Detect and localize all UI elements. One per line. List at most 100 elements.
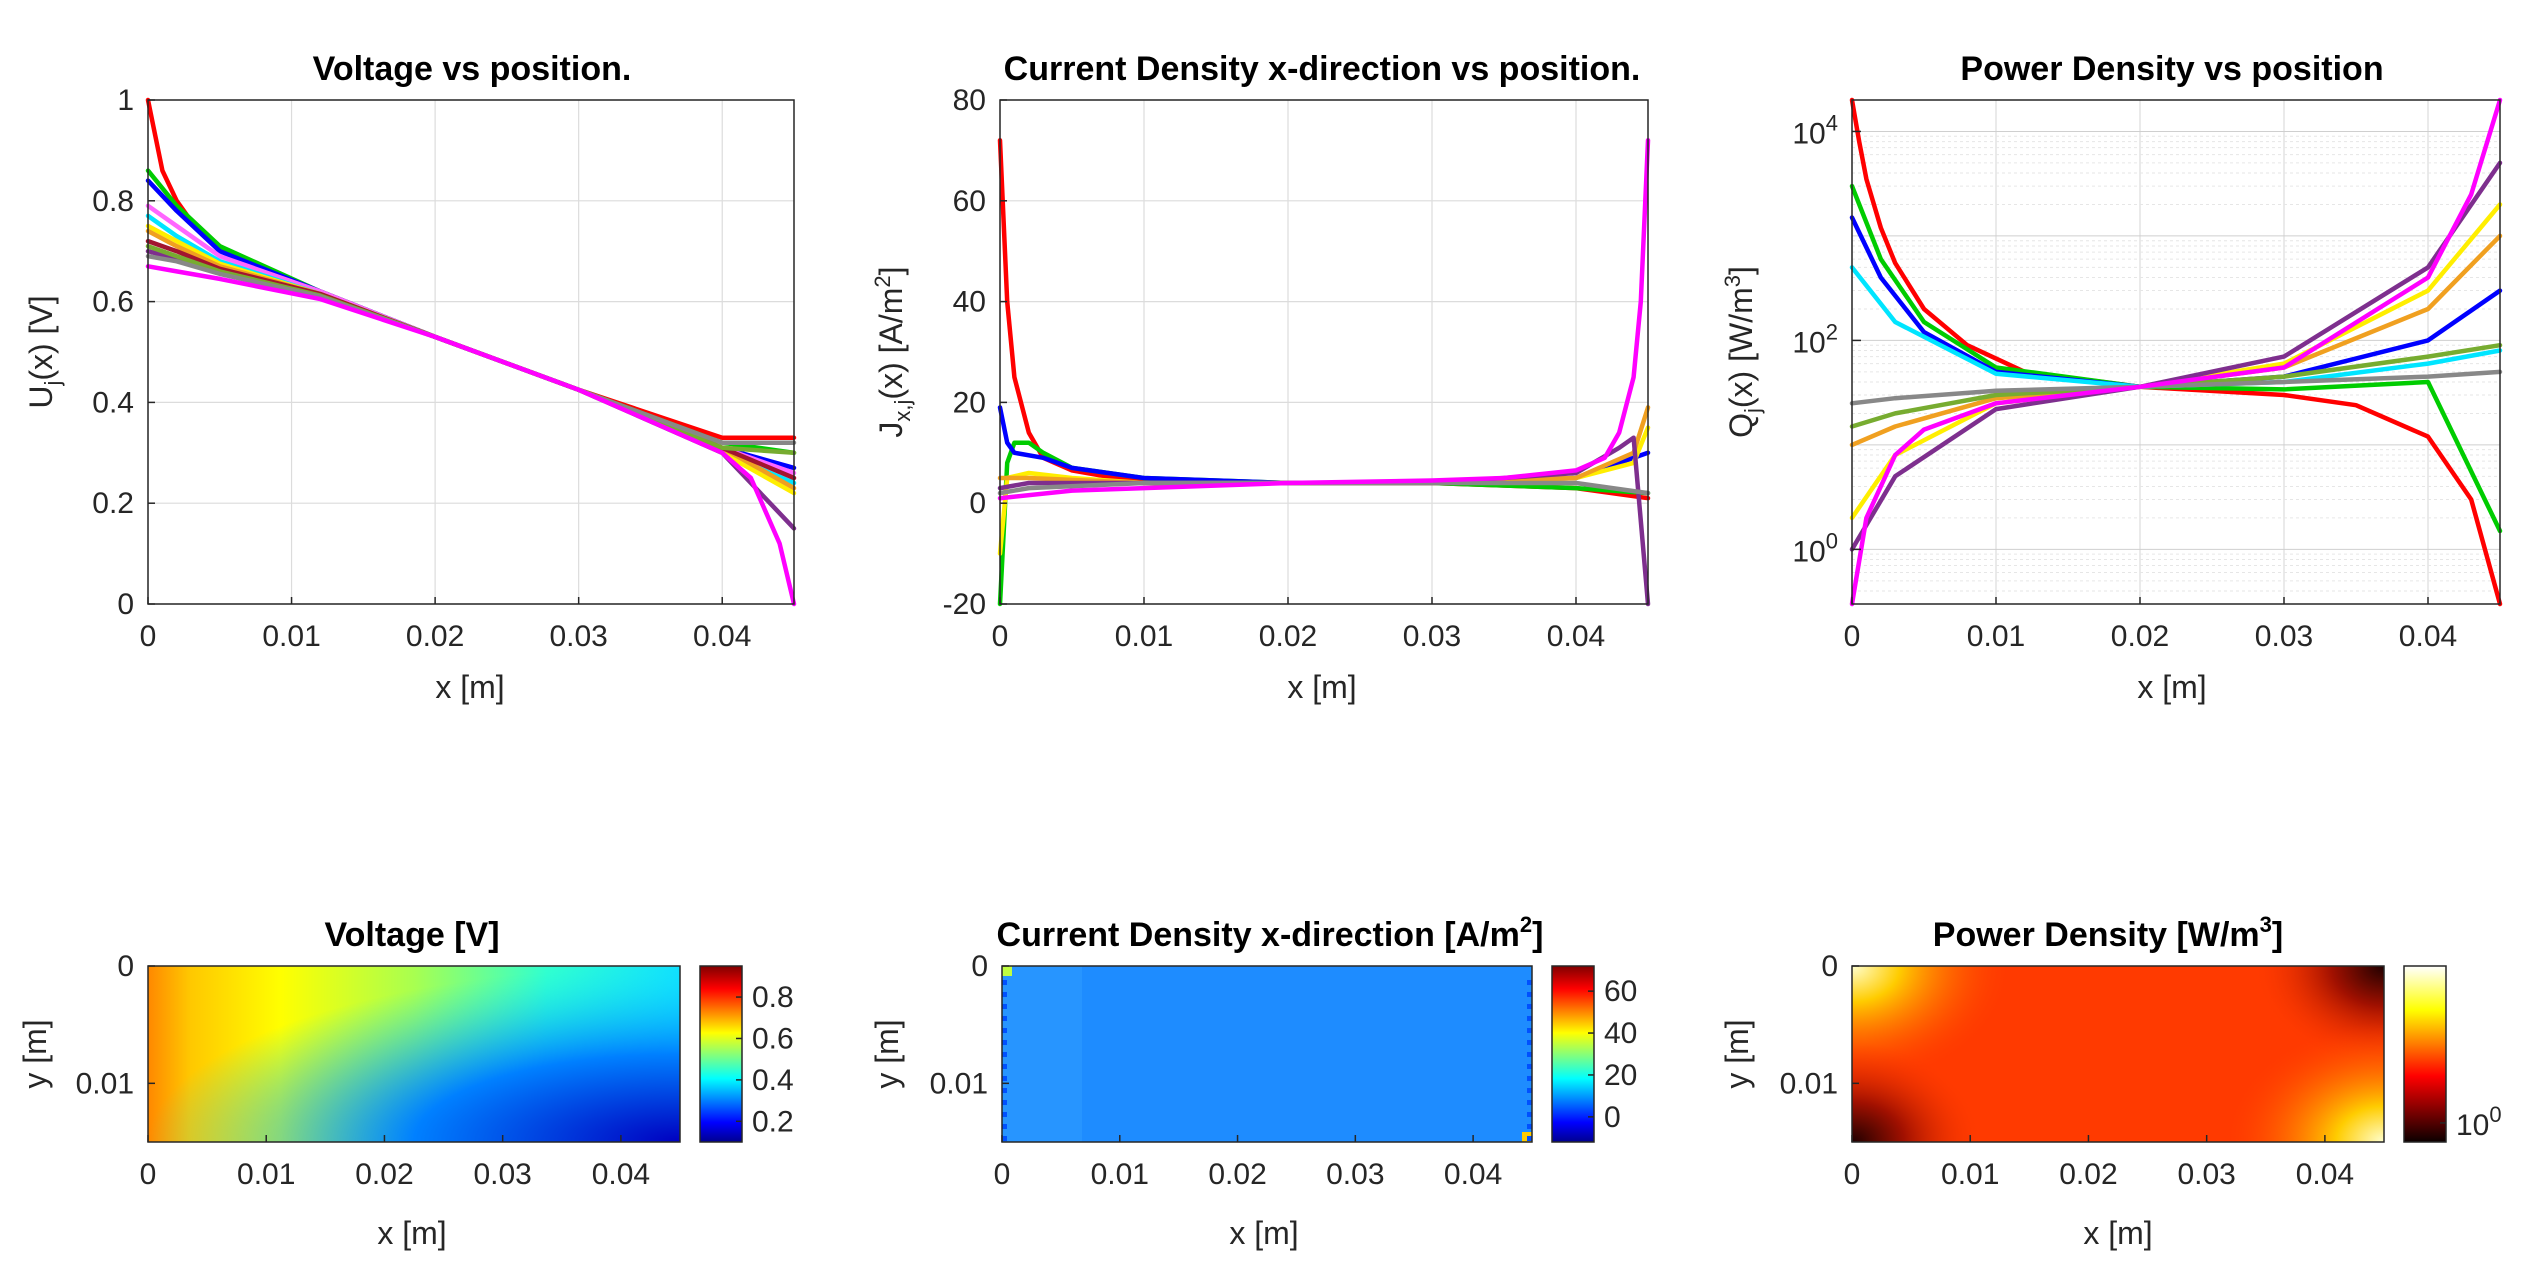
current-map-ylabel: y [m] <box>869 1019 905 1088</box>
y-tick-label: 0.2 <box>92 487 134 520</box>
x-tick-label: 0.02 <box>2059 1158 2117 1191</box>
series-line <box>997 435 1651 607</box>
edge-mark <box>1002 1052 1007 1057</box>
power-line-ticks: 0 0.01 0.02 0.03 0.04 100 102 104 <box>1792 110 2457 653</box>
y-tick-label: 0.01 <box>1780 1067 1838 1100</box>
edge-mark <box>1527 1100 1532 1105</box>
power-line-panel: Power Density vs position 0 0.01 0.02 0.03 0… <box>1720 50 2503 705</box>
voltage-line-ylabel: Uj(x) [V] <box>23 295 65 408</box>
x-tick-label: 0.01 <box>1967 620 2025 653</box>
series-line <box>145 248 797 531</box>
x-tick-label: 0.02 <box>1259 620 1317 653</box>
edge-mark <box>1002 1004 1007 1009</box>
x-tick-label: 0.03 <box>549 620 607 653</box>
x-tick-label: 0.03 <box>1326 1158 1384 1191</box>
colorbar-tick-label: 0.6 <box>752 1022 794 1055</box>
voltage-line-ticks: 0 0.01 0.02 0.03 0.04 0 0.2 0.4 0.6 0.8 1 <box>92 84 751 653</box>
x-tick-label: 0 <box>994 1158 1011 1191</box>
current-map-panel: Current Density x-direction [A/m2] 0 0.01… <box>869 912 1637 1251</box>
power-map-corner-bl <box>1852 1042 1982 1142</box>
y-tick-label: 20 <box>953 386 986 419</box>
power-map-title: Power Density [W/m3] <box>1933 912 2283 954</box>
series-line <box>1849 369 2503 406</box>
edge-mark <box>1527 1136 1532 1141</box>
series-line <box>145 178 797 471</box>
colorbar-tick-label: 40 <box>1604 1017 1637 1050</box>
power-line-series <box>1849 97 2503 607</box>
colorbar-tick-label: 0.2 <box>752 1105 794 1138</box>
colorbar-tick-label: 0.4 <box>752 1064 794 1097</box>
edge-mark <box>1002 980 1007 985</box>
voltage-map-title: Voltage [V] <box>324 916 499 954</box>
edge-mark <box>1527 1028 1532 1033</box>
power-map-xlabel: x [m] <box>2083 1215 2152 1251</box>
x-tick-label: 0.03 <box>2255 620 2313 653</box>
edge-mark <box>1527 1124 1532 1129</box>
current-map-image <box>1002 966 1532 1142</box>
current-map-edge-marks <box>1002 980 1532 1141</box>
power-map-panel: Power Density [W/m3] 0 0.01 0.02 0.03 0.0400… <box>1719 912 2502 1251</box>
edge-mark <box>1527 1004 1532 1009</box>
colorbar-tick-label: 100 <box>2456 1102 2502 1142</box>
voltage-line-panel: Voltage vs position. 0 0.01 0.02 0.03 0.0400… <box>23 50 797 705</box>
y-tick-label: 80 <box>953 84 986 117</box>
current-line-panel: Current Density x-direction vs position.… <box>870 50 1651 705</box>
power-map-ylabel: y [m] <box>1719 1019 1755 1088</box>
x-tick-label: 0.04 <box>2296 1158 2354 1191</box>
voltage-map-ylabel: y [m] <box>17 1019 53 1088</box>
edge-mark <box>1527 1016 1532 1021</box>
edge-mark <box>1002 1100 1007 1105</box>
series-line <box>997 138 1651 501</box>
voltage-map-axes-box <box>147 965 681 1143</box>
power-line-xlabel: x [m] <box>2137 669 2206 705</box>
y-tick-label: -20 <box>943 588 986 621</box>
edge-mark <box>1527 1088 1532 1093</box>
series-line <box>997 138 1651 501</box>
y-tick-label: 0 <box>117 588 134 621</box>
y-tick-label: 0.4 <box>92 386 134 419</box>
y-tick-label: 102 <box>1792 319 1838 359</box>
edge-mark <box>1002 1040 1007 1045</box>
x-tick-label: 0.03 <box>473 1158 531 1191</box>
current-line-xlabel: x [m] <box>1287 669 1356 705</box>
x-tick-label: 0 <box>1844 1158 1861 1191</box>
edge-mark <box>1002 992 1007 997</box>
y-tick-label: 1 <box>117 84 134 117</box>
power-line-ylabel: Qj(x) [W/m3] <box>1720 266 1765 438</box>
voltage-line-series <box>145 97 797 607</box>
current-map-title: Current Density x-direction [A/m2] <box>997 912 1544 954</box>
x-tick-label: 0.03 <box>1403 620 1461 653</box>
y-tick-label: 104 <box>1792 110 1838 150</box>
current-map-colorbar <box>1551 965 1595 1143</box>
y-tick-label: 0 <box>1821 950 1838 983</box>
power-map-axes-box <box>1851 965 2385 1143</box>
x-tick-label: 0 <box>140 620 157 653</box>
y-tick-label: 0.01 <box>76 1067 134 1100</box>
series-line <box>1849 97 2503 607</box>
edge-mark <box>1002 1016 1007 1021</box>
y-tick-label: 0 <box>971 950 988 983</box>
voltage-map-xlabel: x [m] <box>377 1215 446 1251</box>
edge-mark <box>1002 1124 1007 1129</box>
x-tick-label: 0.02 <box>2111 620 2169 653</box>
current-line-grid <box>999 99 1648 605</box>
y-tick-label: 0 <box>117 950 134 983</box>
x-tick-label: 0.04 <box>1444 1158 1502 1191</box>
x-tick-label: 0.04 <box>2399 620 2457 653</box>
colorbar-tick-label: 60 <box>1604 975 1637 1008</box>
current-line-axes-box <box>999 99 1649 605</box>
y-tick-label: 0.8 <box>92 185 134 218</box>
x-tick-label: 0 <box>140 1158 157 1191</box>
voltage-map-corner-shade <box>148 966 680 1142</box>
x-tick-label: 0.01 <box>262 620 320 653</box>
series-line <box>997 440 1651 607</box>
current-map-left-band <box>1002 966 1082 1142</box>
voltage-line-title: Voltage vs position. <box>313 50 632 88</box>
x-tick-label: 0.02 <box>1208 1158 1266 1191</box>
x-tick-label: 0 <box>992 620 1009 653</box>
edge-mark <box>1002 1028 1007 1033</box>
power-map-ticks: 0 0.01 0.02 0.03 0.04 0 0.01 100 <box>1780 950 2502 1191</box>
edge-mark <box>1527 1064 1532 1069</box>
colorbar-tick-label: 0.8 <box>752 981 794 1014</box>
